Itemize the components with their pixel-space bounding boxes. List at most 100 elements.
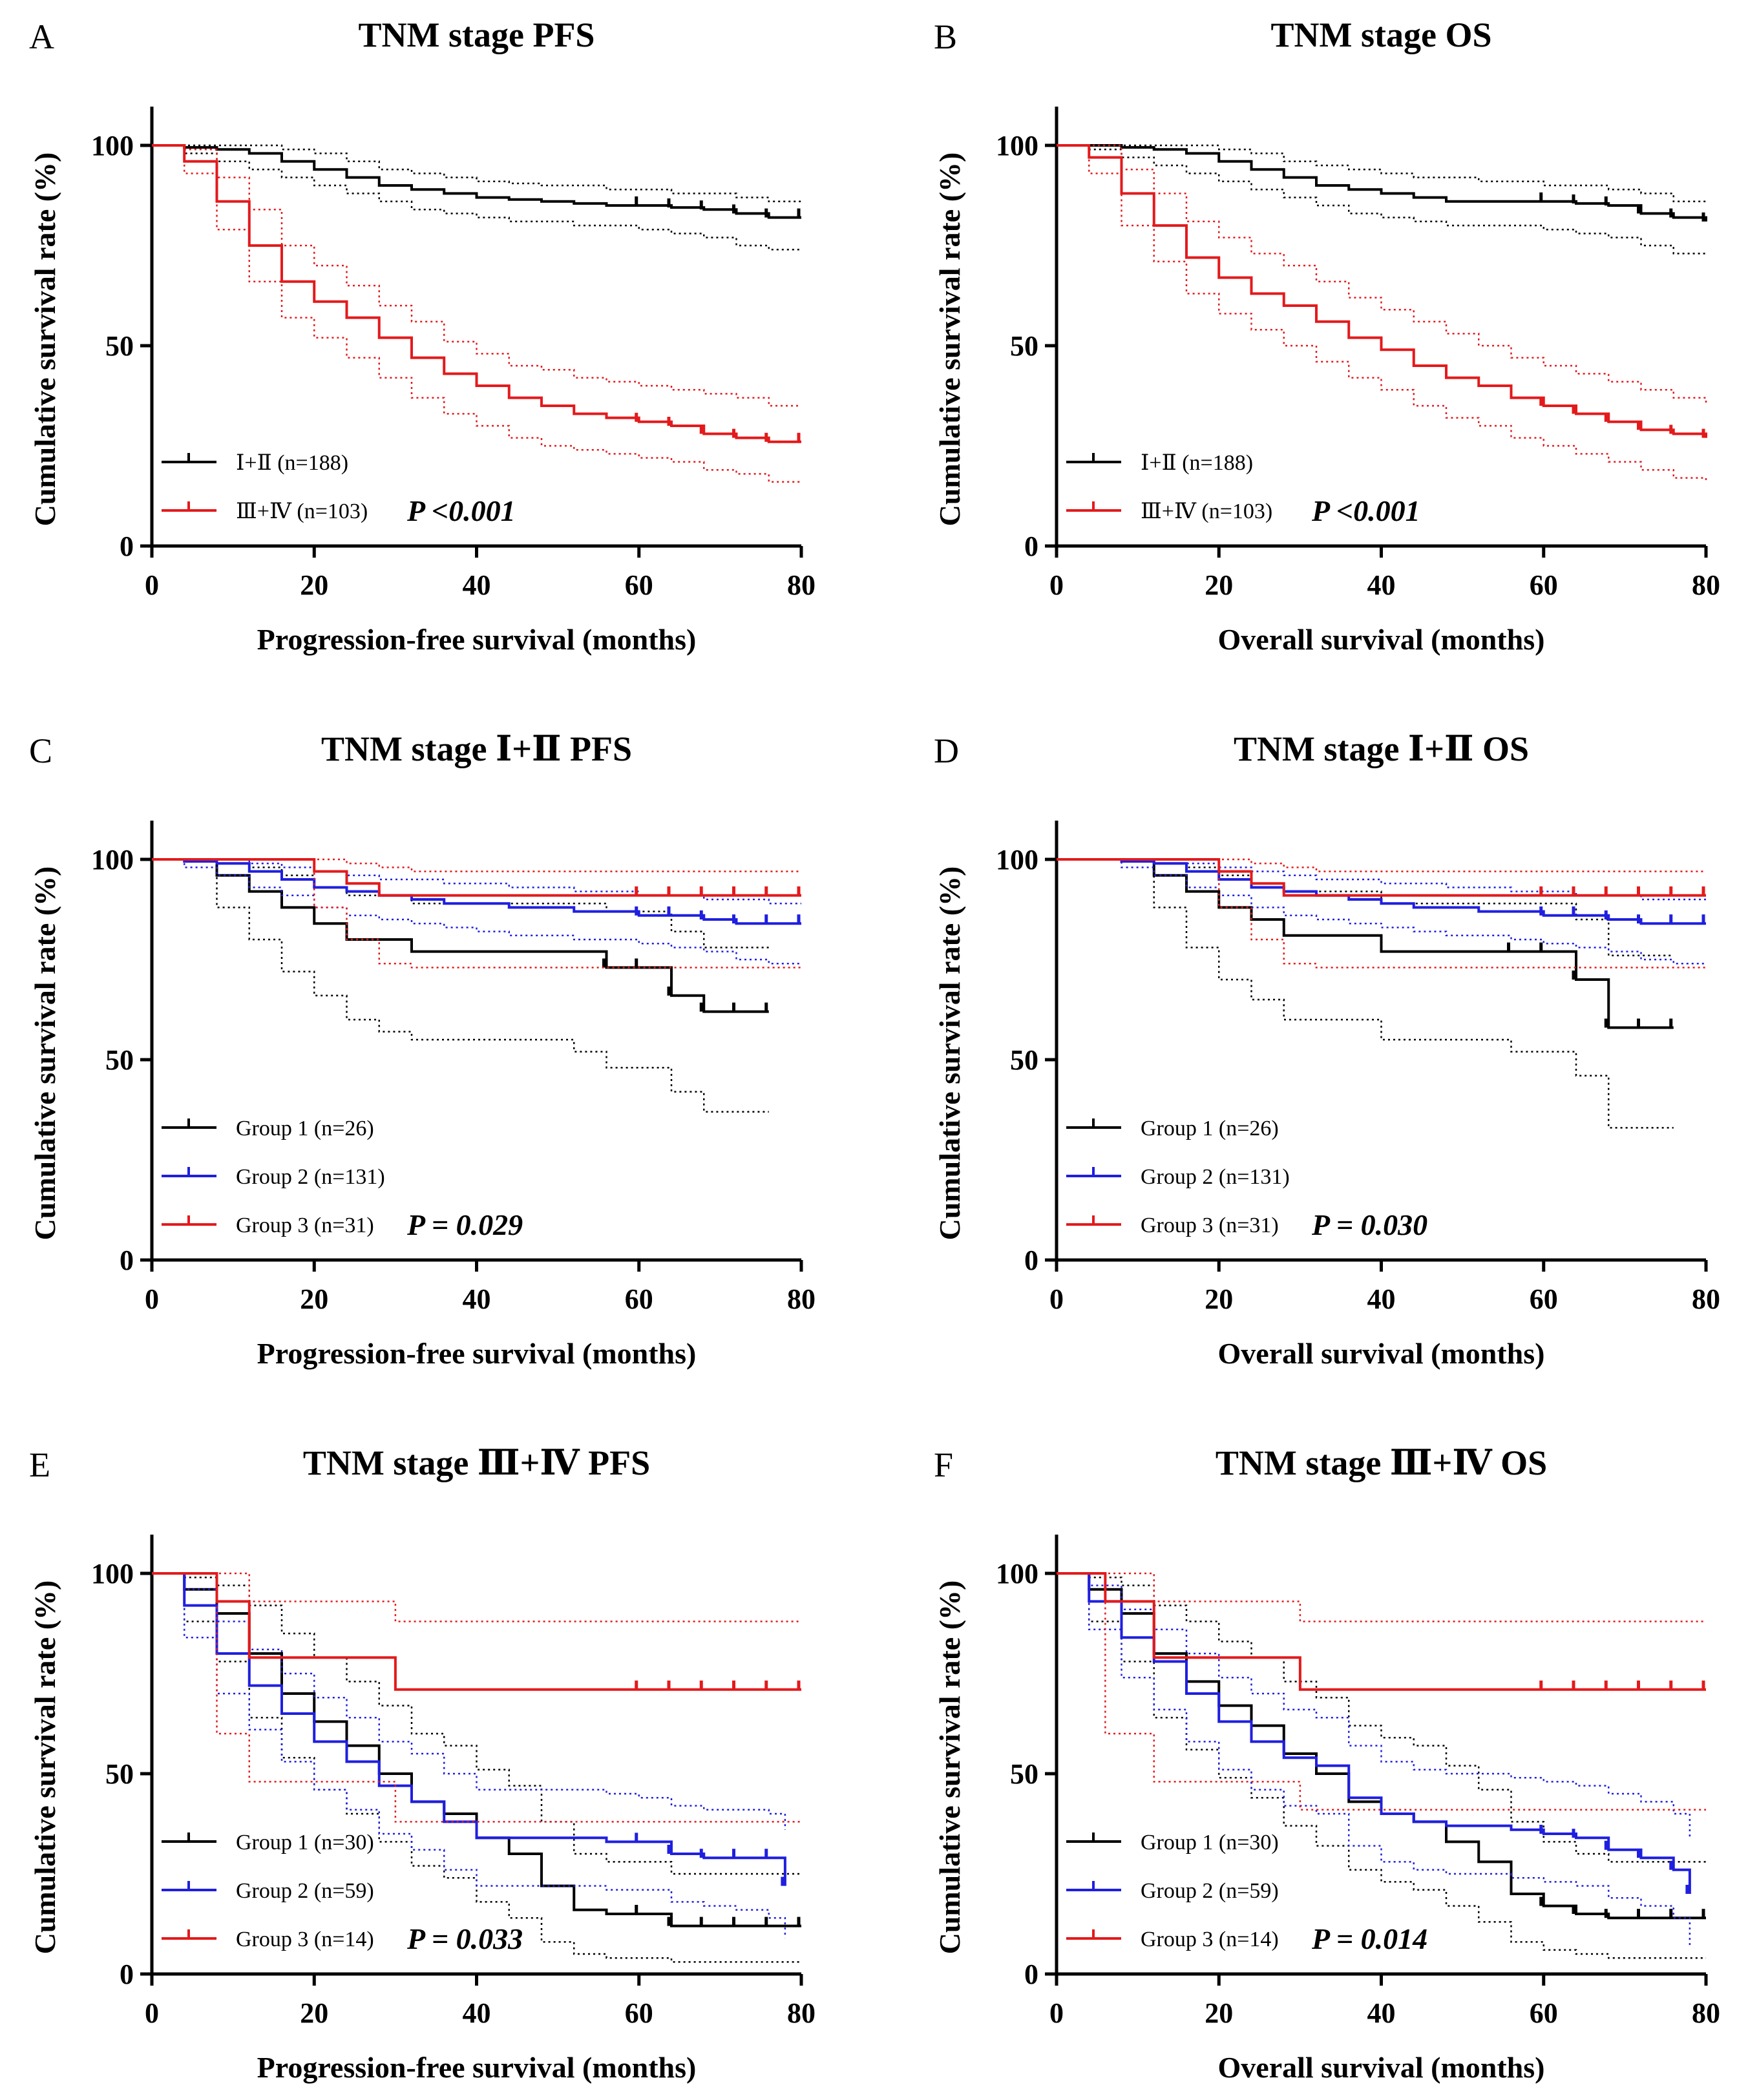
survival-curve (1057, 144, 1707, 438)
panel-d: D TNM stage Ⅰ+Ⅱ OS 0 50 100 0 20 40 60 80 Overall … (933, 730, 1720, 1370)
ci-lower-line (152, 1572, 786, 1938)
y-axis-label: Cumulative survival rate (%) (933, 866, 966, 1241)
series-2 (152, 858, 801, 965)
series-1 (152, 144, 801, 251)
panel-letter: B (934, 17, 957, 56)
series-2 (152, 1572, 786, 1938)
survival-curve (152, 1572, 786, 1886)
x-tick-label: 0 (145, 1997, 159, 2029)
legend-label: Group 3 (n=31) (1141, 1213, 1279, 1237)
x-tick-label: 20 (300, 569, 328, 601)
ci-upper-line (152, 858, 801, 905)
legend-label: Group 3 (n=14) (1141, 1927, 1279, 1951)
y-tick-label: 0 (120, 530, 134, 562)
x-tick-label: 60 (1530, 569, 1558, 601)
ci-upper-line (1057, 1572, 1706, 1863)
series-3 (1057, 858, 1706, 969)
y-tick-label: 100 (91, 844, 134, 876)
x-tick-label: 60 (625, 1283, 653, 1315)
x-tick-label: 80 (1692, 1997, 1720, 2029)
legend-label: Group 2 (n=131) (1141, 1165, 1290, 1189)
x-axis-label: Progression-free survival (months) (257, 623, 697, 656)
p-value: P = 0.014 (1311, 1922, 1427, 1955)
panel-letter: F (934, 1445, 953, 1484)
panel-letter: E (29, 1445, 50, 1484)
y-axis-label: Cumulative survival rate (%) (28, 866, 61, 1241)
ci-upper-line (152, 1572, 801, 1875)
ci-upper-line (1057, 1572, 1706, 1622)
y-tick-label: 0 (1024, 1244, 1038, 1276)
survival-curve (1057, 1572, 1706, 1691)
panel-letter: C (29, 731, 52, 770)
x-tick-label: 40 (463, 1997, 491, 2029)
y-axis-label: Cumulative survival rate (%) (28, 152, 61, 527)
ci-lower-line (1057, 1572, 1706, 1811)
x-tick-label: 20 (1205, 1283, 1233, 1315)
p-value: P = 0.030 (1311, 1208, 1427, 1241)
x-tick-label: 0 (145, 569, 159, 601)
p-value: P = 0.029 (406, 1208, 523, 1241)
legend-label: Group 1 (n=30) (1141, 1831, 1279, 1854)
y-tick-label: 100 (91, 130, 134, 162)
x-tick-label: 0 (1049, 569, 1064, 601)
ci-lower-line (152, 858, 801, 965)
ci-lower-line (152, 144, 801, 483)
series-2 (1057, 144, 1707, 482)
x-axis-label: Overall survival (months) (1218, 2051, 1545, 2084)
x-tick-label: 20 (300, 1997, 328, 2029)
legend-label: Group 3 (n=14) (236, 1927, 374, 1951)
x-axis-label: Progression-free survival (months) (257, 2051, 697, 2084)
panel-a: A TNM stage PFS 0 50 100 0 20 40 60 80 Progression… (28, 16, 816, 656)
survival-curve (152, 144, 801, 443)
x-axis-label: Overall survival (months) (1218, 623, 1545, 656)
x-tick-label: 80 (787, 569, 816, 601)
y-tick-label: 50 (105, 1044, 134, 1076)
legend-label: Ⅲ+Ⅳ (n=103) (1141, 499, 1272, 523)
y-tick-label: 50 (1010, 330, 1038, 362)
y-axis-label: Cumulative survival rate (%) (933, 1580, 966, 1955)
series-2 (1057, 1572, 1691, 1946)
ci-upper-line (152, 144, 801, 203)
x-tick-label: 80 (787, 1997, 816, 2029)
y-tick-label: 50 (1010, 1044, 1038, 1076)
y-axis-label: Cumulative survival rate (%) (933, 152, 966, 527)
ci-lower-line (1057, 858, 1674, 1129)
series-2 (152, 144, 801, 483)
legend-label: Group 1 (n=26) (236, 1117, 374, 1140)
panel-title: TNM stage Ⅰ+Ⅱ PFS (321, 730, 632, 768)
y-tick-label: 50 (1010, 1758, 1038, 1790)
panel-title: TNM stage PFS (359, 16, 595, 54)
panel-c: C TNM stage Ⅰ+Ⅱ PFS 0 50 100 0 20 40 60 80 Progres… (28, 730, 816, 1370)
survival-curve (152, 858, 769, 1013)
legend-label: Ⅲ+Ⅳ (n=103) (236, 499, 368, 523)
survival-curve (1057, 144, 1707, 222)
ci-lower-line (152, 1572, 801, 1963)
panel-title: TNM stage Ⅲ+Ⅳ OS (1216, 1444, 1547, 1482)
x-tick-label: 0 (145, 1283, 159, 1315)
survival-curve (1057, 1572, 1706, 1920)
y-tick-label: 100 (996, 1558, 1038, 1590)
y-tick-label: 100 (996, 844, 1038, 876)
series-1 (1057, 144, 1707, 255)
y-tick-label: 50 (105, 1758, 134, 1790)
x-tick-label: 0 (1049, 1997, 1064, 2029)
legend-label: Ⅰ+Ⅱ (n=188) (236, 451, 348, 475)
y-tick-label: 50 (105, 330, 134, 362)
x-tick-label: 60 (1530, 1997, 1558, 2029)
x-axis-label: Progression-free survival (months) (257, 1337, 697, 1370)
y-tick-label: 0 (1024, 1958, 1038, 1990)
panel-e: E TNM stage Ⅲ+Ⅳ PFS 0 50 100 0 20 40 60 80 Progres… (28, 1444, 816, 2084)
panel-b: B TNM stage OS 0 50 100 0 20 40 60 80 Overall surv… (933, 16, 1720, 656)
x-tick-label: 80 (787, 1283, 816, 1315)
x-tick-label: 40 (463, 1283, 491, 1315)
legend-label: Group 3 (n=31) (236, 1213, 374, 1237)
panel-title: TNM stage Ⅰ+Ⅱ OS (1234, 730, 1529, 768)
y-tick-label: 0 (1024, 530, 1038, 562)
survival-curve (1057, 858, 1706, 897)
series-3 (1057, 1572, 1706, 1811)
x-tick-label: 80 (1692, 569, 1720, 601)
series-3 (152, 1572, 801, 1823)
y-tick-label: 100 (996, 130, 1038, 162)
legend-label: Group 2 (n=59) (1141, 1879, 1279, 1903)
ci-lower-line (152, 858, 769, 1113)
